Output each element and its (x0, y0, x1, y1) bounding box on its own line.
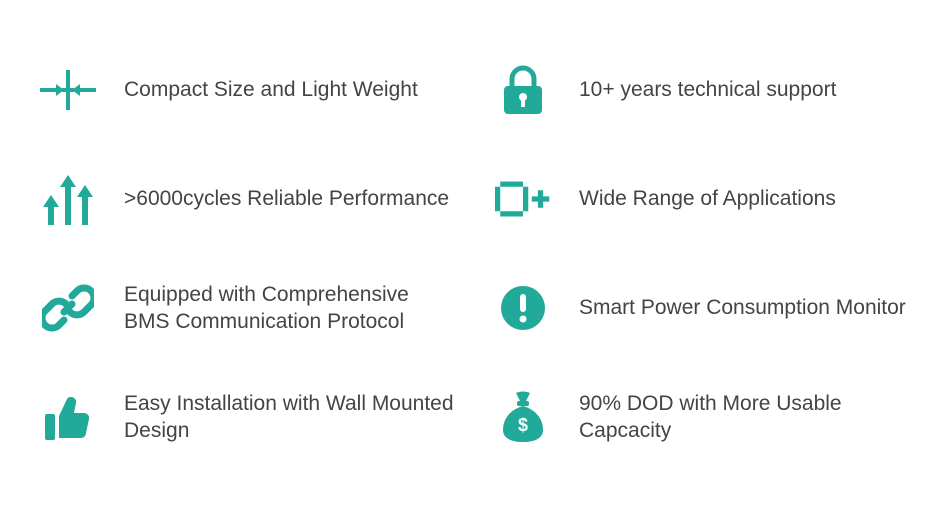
feature-item: $ 90% DOD with More Usable Capcacity (495, 378, 910, 457)
feature-item: Smart Power Consumption Monitor (495, 269, 910, 348)
svg-text:$: $ (518, 415, 528, 435)
lock-icon (495, 62, 551, 118)
feature-label: Compact Size and Light Weight (124, 76, 418, 103)
compact-arrows-icon (40, 62, 96, 118)
chain-link-icon (40, 280, 96, 336)
money-bag-icon: $ (495, 389, 551, 445)
feature-grid: Compact Size and Light Weight 10+ years … (0, 0, 950, 507)
feature-label: 10+ years technical support (579, 76, 836, 103)
feature-item: 10+ years technical support (495, 50, 910, 129)
feature-label: Wide Range of Applications (579, 185, 836, 212)
feature-item: Wide Range of Applications (495, 159, 910, 238)
feature-label: Smart Power Consumption Monitor (579, 294, 906, 321)
alert-icon (495, 280, 551, 336)
thumbs-up-icon (40, 389, 96, 445)
feature-label: >6000cycles Reliable Performance (124, 185, 449, 212)
feature-label: Equipped with Comprehensive BMS Communic… (124, 281, 455, 336)
arrows-up-icon (40, 171, 96, 227)
feature-label: Easy Installation with Wall Mounted Desi… (124, 390, 455, 445)
feature-label: 90% DOD with More Usable Capcacity (579, 390, 910, 445)
feature-item: Equipped with Comprehensive BMS Communic… (40, 269, 455, 348)
feature-item: Compact Size and Light Weight (40, 50, 455, 129)
feature-item: >6000cycles Reliable Performance (40, 159, 455, 238)
feature-item: Easy Installation with Wall Mounted Desi… (40, 378, 455, 457)
square-plus-icon (495, 171, 551, 227)
